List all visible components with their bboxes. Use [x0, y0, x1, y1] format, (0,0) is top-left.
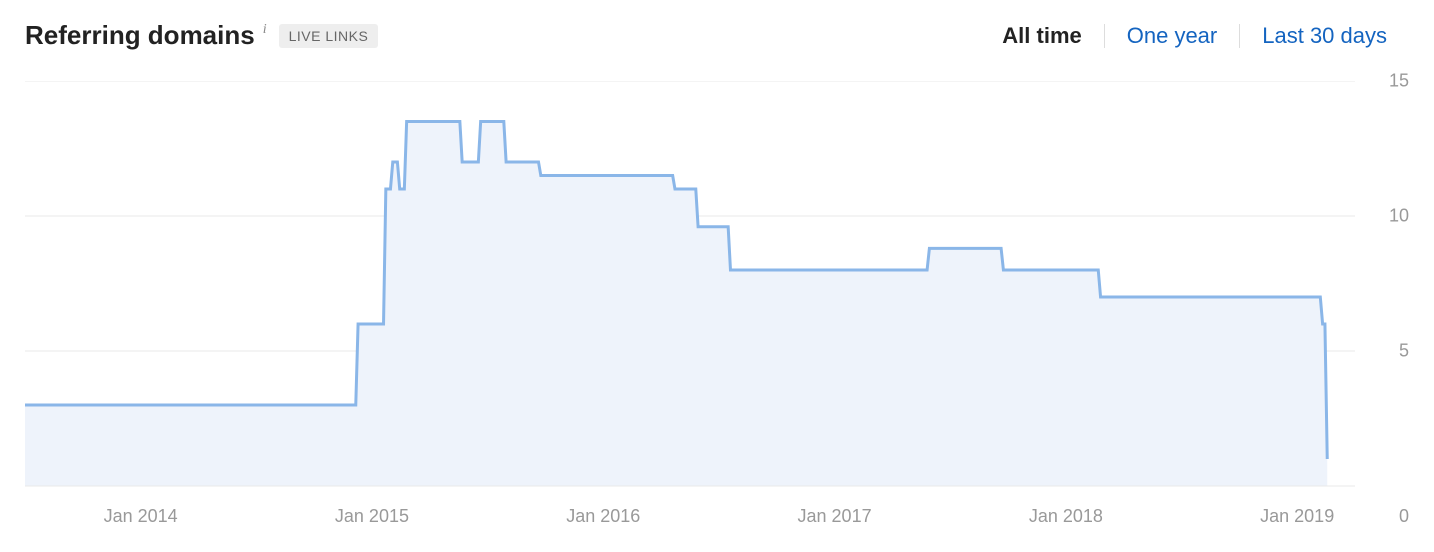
y-axis-label: 5	[1399, 341, 1409, 362]
area-chart	[25, 81, 1395, 536]
x-axis-label: Jan 2019	[1260, 506, 1334, 527]
time-filter-group: All time One year Last 30 days	[980, 23, 1409, 49]
y-axis-label: 10	[1389, 206, 1409, 227]
filter-one-year[interactable]: One year	[1105, 23, 1240, 49]
filter-all-time[interactable]: All time	[980, 23, 1103, 49]
chart-title: Referring domains	[25, 20, 255, 51]
y-axis-label: 0	[1399, 506, 1409, 527]
x-axis-label: Jan 2014	[104, 506, 178, 527]
chart-header: Referring domains i LIVE LINKS All time …	[25, 20, 1409, 51]
filter-last-30-days[interactable]: Last 30 days	[1240, 23, 1409, 49]
chart-container: 051015Jan 2014Jan 2015Jan 2016Jan 2017Ja…	[25, 81, 1409, 536]
info-icon[interactable]: i	[263, 22, 267, 38]
x-axis-label: Jan 2017	[798, 506, 872, 527]
x-axis-label: Jan 2016	[566, 506, 640, 527]
live-links-badge: LIVE LINKS	[279, 24, 379, 48]
x-axis-label: Jan 2015	[335, 506, 409, 527]
y-axis-label: 15	[1389, 71, 1409, 92]
header-left: Referring domains i LIVE LINKS	[25, 20, 378, 51]
x-axis-label: Jan 2018	[1029, 506, 1103, 527]
